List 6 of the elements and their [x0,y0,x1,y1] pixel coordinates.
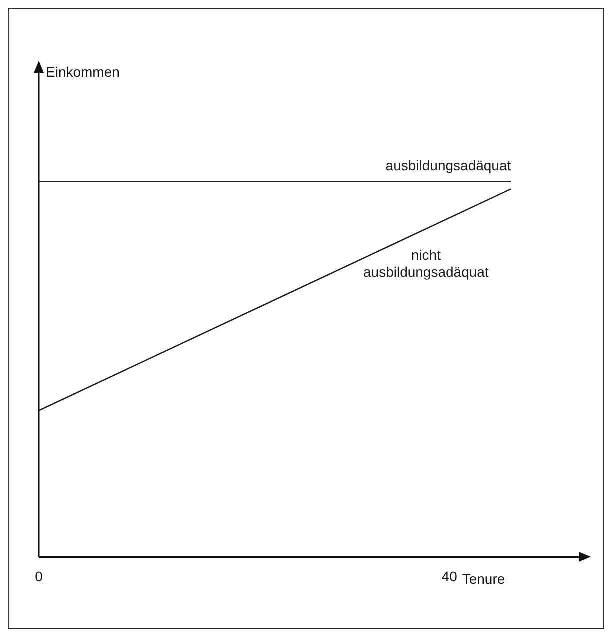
x-tick-label: 0 [35,568,44,584]
x-tick-label: 40 [442,568,458,584]
x-axis-title: Tenure [462,571,506,588]
series-label: nicht ausbildungsadäquat [363,246,489,280]
series-label: ausbildungsadäquat [386,158,512,174]
text: Einkommen [46,64,120,80]
